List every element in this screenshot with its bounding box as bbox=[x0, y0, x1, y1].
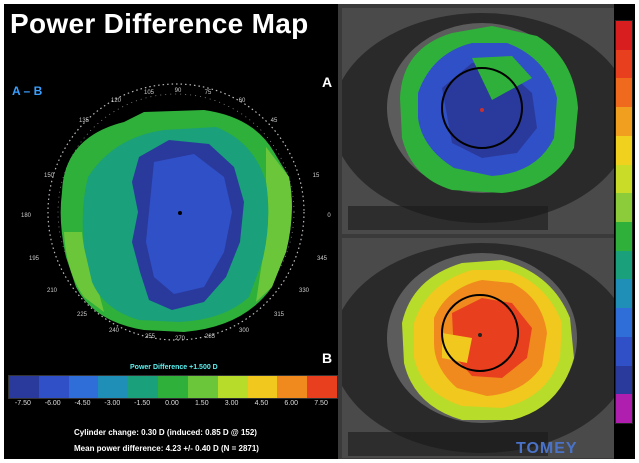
map-b-red-zone bbox=[452, 298, 532, 378]
legend-cell bbox=[616, 193, 632, 223]
color-scale-cell bbox=[9, 376, 39, 398]
legend-cell bbox=[616, 21, 632, 50]
tick-label: 300 bbox=[239, 328, 250, 334]
legend-cell bbox=[616, 49, 632, 79]
tick-label: 15 bbox=[313, 173, 320, 179]
tick-label: 75 bbox=[205, 90, 212, 96]
tick-label: 210 bbox=[47, 288, 58, 294]
map-a-pupil-ring bbox=[441, 67, 523, 149]
color-scale-labels: -7.50 -6.00 -4.50 -3.00 -1.50 0.00 1.50 3.00 4.5… bbox=[8, 400, 336, 407]
legend-cell bbox=[616, 164, 632, 194]
outer-dotted-ring bbox=[47, 83, 305, 341]
map-a-center bbox=[480, 108, 484, 112]
map-b-topography[interactable] bbox=[342, 238, 614, 458]
center-point bbox=[178, 211, 182, 215]
color-scale-bar bbox=[8, 375, 338, 399]
tick-label: 135 bbox=[79, 118, 90, 124]
tick-label: 225 bbox=[77, 312, 88, 318]
angle-tick-labels: 120 105 90 75 60 135 45 150 15 180 0 195… bbox=[21, 88, 331, 342]
legend-cell bbox=[616, 135, 632, 165]
left-light-green-zone bbox=[64, 232, 104, 312]
cylinder-change-text: Cylinder change: 0.30 D (induced: 0.85 D… bbox=[74, 428, 257, 437]
legend-cell bbox=[616, 78, 632, 108]
difference-panel-label: A – B bbox=[12, 84, 43, 98]
right-color-legend bbox=[615, 20, 633, 424]
tick-label: 60 bbox=[239, 98, 246, 104]
map-a-topography[interactable] bbox=[342, 8, 614, 234]
legend-cell bbox=[616, 107, 632, 136]
map-a-label: A bbox=[322, 74, 333, 90]
tick-label: 120 bbox=[111, 98, 122, 104]
difference-map[interactable]: 120 105 90 75 60 135 45 150 15 180 0 195… bbox=[4, 82, 338, 362]
map-b-label: B bbox=[322, 350, 333, 366]
tick-label: 240 bbox=[109, 328, 120, 334]
color-scale-label: -4.50 bbox=[74, 400, 91, 407]
color-scale-label: -1.50 bbox=[134, 400, 151, 407]
tick-label: 330 bbox=[299, 288, 310, 294]
color-scale-label: -3.00 bbox=[104, 400, 121, 407]
legend-cell bbox=[616, 365, 632, 395]
color-scale-cell bbox=[158, 376, 188, 398]
color-scale-label: 0.00 bbox=[165, 400, 179, 407]
legend-cell bbox=[616, 279, 632, 309]
right-light-green-zone bbox=[256, 147, 292, 302]
brand-logo: TOMEY bbox=[516, 440, 578, 457]
tick-label: 195 bbox=[29, 256, 40, 262]
color-scale-cell bbox=[307, 376, 337, 398]
tick-label: 45 bbox=[271, 118, 278, 124]
tick-label: 105 bbox=[144, 90, 155, 96]
legend-cell bbox=[616, 222, 632, 251]
page-title: Power Difference Map bbox=[10, 8, 309, 39]
map-b-inner-yellow bbox=[442, 333, 472, 363]
color-scale-label: 3.00 bbox=[224, 400, 239, 407]
tick-label: 270 bbox=[175, 336, 186, 342]
color-scale-label: -7.50 bbox=[14, 400, 31, 407]
color-scale-label: 4.50 bbox=[254, 400, 269, 407]
color-scale-cell bbox=[68, 376, 99, 398]
map-b-center bbox=[478, 333, 482, 337]
legend-cell bbox=[616, 336, 632, 366]
tick-label: 90 bbox=[175, 88, 182, 94]
legend-cell bbox=[616, 250, 632, 280]
color-scale-cell bbox=[98, 376, 129, 398]
color-scale-label: 6.00 bbox=[284, 400, 299, 407]
blue-inner-zone bbox=[146, 154, 232, 294]
tick-label: 345 bbox=[317, 256, 328, 262]
color-scale-label: 7.50 bbox=[314, 400, 328, 407]
color-scale-cell bbox=[187, 376, 218, 398]
color-scale-label: 1.50 bbox=[194, 400, 209, 407]
tick-label: 180 bbox=[21, 213, 32, 219]
mean-power-difference-text: Mean power difference: 4.23 +/- 0.40 D (… bbox=[74, 444, 259, 453]
map-a-info-strip bbox=[348, 206, 548, 230]
legend-cell bbox=[616, 394, 632, 424]
color-scale-cell bbox=[217, 376, 248, 398]
color-scale-cell bbox=[38, 376, 69, 398]
color-scale-cell bbox=[277, 376, 308, 398]
tick-label: 315 bbox=[274, 312, 285, 318]
map-b-pupil-ring bbox=[441, 294, 519, 372]
map-b-info-strip bbox=[348, 432, 548, 456]
tick-label: 285 bbox=[205, 334, 216, 340]
color-scale-cell bbox=[247, 376, 278, 398]
color-scale-label: -6.00 bbox=[44, 400, 61, 407]
tick-label: 255 bbox=[145, 334, 156, 340]
tick-label: 150 bbox=[44, 173, 55, 179]
map-a-upper-wedge bbox=[472, 56, 532, 100]
power-difference-label: Power Difference +1.500 D bbox=[130, 364, 218, 371]
tick-label: 0 bbox=[327, 213, 331, 219]
color-scale-cell bbox=[128, 376, 159, 398]
legend-cell bbox=[616, 308, 632, 337]
power-difference-map-window: Power Difference Map A – B 120 105 90 75… bbox=[4, 4, 635, 459]
